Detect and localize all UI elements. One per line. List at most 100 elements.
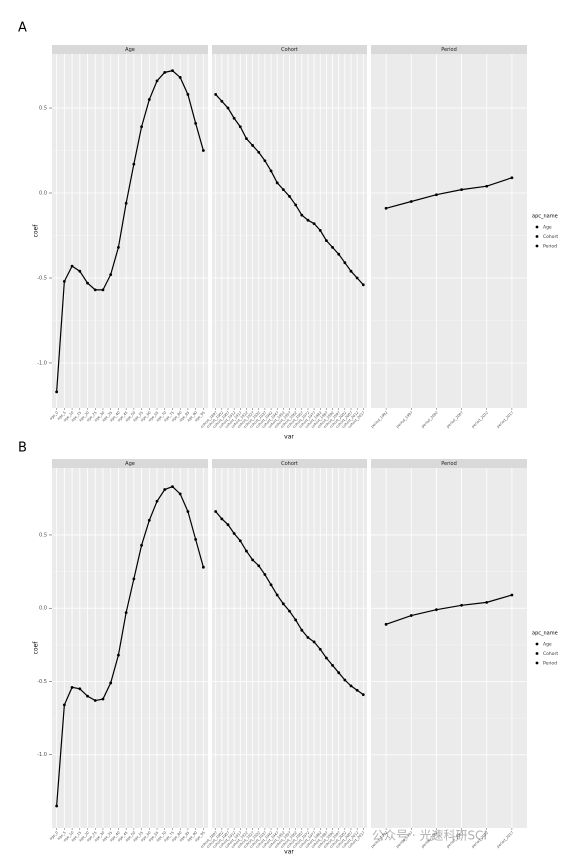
y-axis-title: coef [33,641,40,655]
point [163,488,167,491]
facet-strip-label: Cohort [281,461,298,467]
point [300,213,304,217]
point [325,239,328,243]
point [245,549,248,553]
legend-key [535,244,539,248]
point [117,653,120,657]
point [337,671,341,675]
point [343,261,347,265]
point [318,229,322,232]
point [257,150,261,154]
line [56,70,204,392]
point [384,622,388,626]
point [124,201,128,205]
point [147,518,151,522]
point [238,125,242,129]
point [460,188,463,192]
x-tick-label: period_2007 [446,411,464,429]
point [140,543,143,547]
panel-background [52,54,208,408]
y-tick-label: 0.0 [39,191,47,197]
point [194,537,198,541]
point [178,76,182,79]
point [485,600,489,604]
y-tick-label: 0.5 [39,106,47,112]
line [385,177,513,209]
point [232,532,236,535]
point [349,684,353,688]
point [361,283,365,287]
facet-strip [371,459,527,468]
point [337,252,341,256]
x-tick-label: age_0 [49,831,59,841]
legend-key [535,652,539,655]
x-tick-label: age_20 [78,411,90,423]
x-tick-label: age_60 [140,831,152,843]
legend-label: Cohort [543,234,558,240]
point [318,647,322,651]
point [86,281,89,285]
legend-label: Age [543,642,552,648]
point [132,577,136,581]
point [226,106,230,110]
x-tick-label: age_80 [171,411,183,423]
x-tick-label: age_85 [179,831,191,843]
x-tick-label: age_10 [63,831,75,843]
line [385,594,513,625]
point [288,195,291,198]
watermark: 公众号 · 光速科研SCI [372,829,487,843]
x-axis-title: var [284,434,294,441]
x-tick-label: age_55 [132,831,144,843]
point [178,492,182,496]
point [186,510,190,513]
point [251,144,254,147]
point [194,121,198,125]
x-tick-label: age_45 [117,411,129,423]
point [275,181,279,185]
point [349,269,353,273]
point [409,200,413,203]
point [171,69,174,73]
point [70,685,74,689]
point [101,697,105,701]
x-tick-label: age_80 [171,831,183,843]
x-tick-label: age_50 [124,831,136,843]
facet-strip [371,45,527,54]
y-tick-label: -0.5 [37,275,47,281]
point [201,565,205,569]
legend-title: apc_name [532,214,558,220]
x-tick-label: age_25 [86,411,98,423]
x-tick-label: period_2002 [421,411,439,429]
facet-strip-label: Period [441,461,457,467]
point [201,149,205,152]
x-tick-label: age_45 [117,831,129,843]
point [55,390,59,394]
y-tick-label: -1.0 [37,360,47,366]
point [361,693,365,697]
x-tick-label: age_65 [148,411,160,423]
x-tick-label: age_15 [70,831,82,843]
point [355,688,359,692]
panel-label: A [18,21,27,36]
point [355,276,359,280]
facet-strip-label: Age [125,461,135,467]
point [510,593,514,597]
point [220,99,224,103]
x-tick-label: period_2017 [496,831,514,849]
legend-label: Period [543,661,557,667]
y-axis-title: coef [33,224,40,238]
y-tick-label: 0.0 [39,606,47,612]
point [86,694,89,698]
facet-strip [52,45,208,54]
x-tick-label: age_75 [163,411,175,423]
point [238,539,242,543]
point [384,206,388,210]
point [171,485,174,489]
legend-key [535,661,539,665]
x-tick-label: age_70 [155,831,167,843]
point [226,523,230,527]
x-tick-label: age_5 [57,411,67,421]
point [214,93,218,96]
point [147,98,151,101]
y-tick-label: -1.0 [37,752,47,758]
